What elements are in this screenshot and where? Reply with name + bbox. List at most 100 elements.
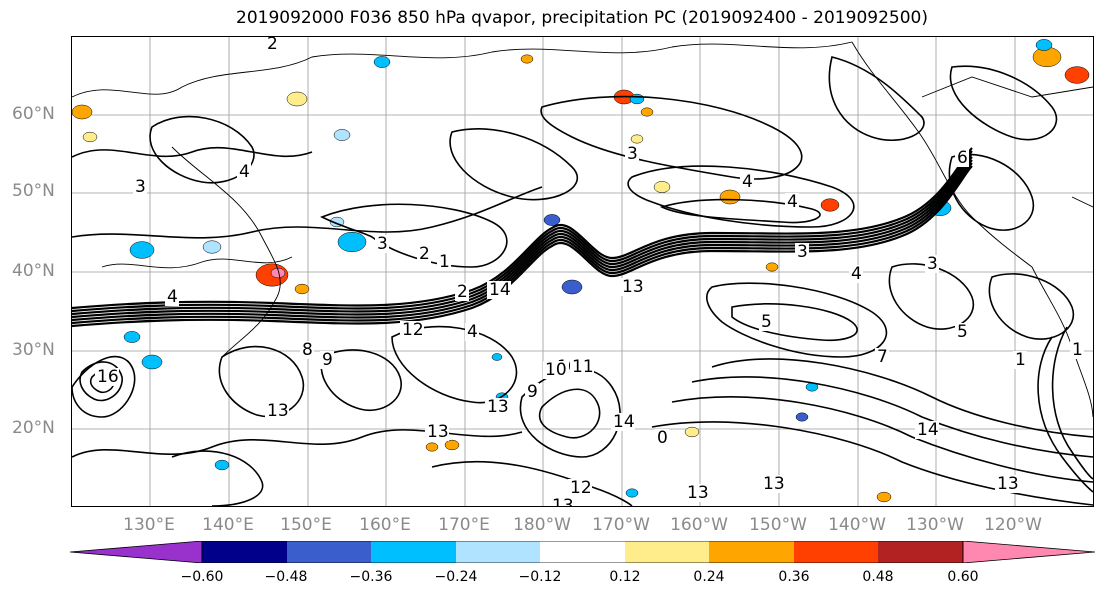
- contour-label-35: 1: [1072, 340, 1083, 360]
- anomaly-patch-1: [520, 54, 534, 64]
- contour-label-29: 16: [97, 367, 119, 387]
- contour-label-bg-24: [761, 475, 785, 493]
- anomaly-patch-3: [629, 93, 645, 105]
- anomaly-patch-34: [630, 134, 644, 144]
- contour-label-bg-5: [785, 193, 799, 211]
- jet-contour-1: [72, 150, 973, 313]
- contour-label-2: 3: [377, 234, 388, 254]
- contour-label-bg-4: [740, 173, 754, 191]
- contour-label-25: 13: [427, 422, 449, 442]
- contour-label-bg-19: [570, 358, 594, 376]
- contour-label-14: 13: [487, 397, 509, 417]
- contour-label-bg-25: [425, 423, 449, 441]
- contour-label-15: 13: [267, 401, 289, 421]
- contour-label-26: 14: [917, 420, 939, 440]
- contour-label-23: 13: [687, 483, 709, 503]
- contour-label-bg-9: [437, 253, 451, 271]
- contour-line-21: [1051, 326, 1093, 480]
- anomaly-patch-18: [1064, 66, 1090, 84]
- contour-label-18: 10: [545, 360, 567, 380]
- contour-label-bg-2: [375, 235, 389, 253]
- contour-label-bg-12: [400, 321, 424, 339]
- contour-label-bg-39: [875, 348, 889, 366]
- jet-contour-2: [72, 153, 973, 316]
- colorbar-segment-7: [709, 541, 794, 563]
- contour-label-36: 5: [761, 312, 772, 332]
- contour-line-26: [431, 460, 633, 506]
- anomaly-patch-27: [625, 488, 639, 498]
- jet-contour-6: [72, 165, 973, 328]
- contour-label-bg-42: [165, 288, 179, 306]
- lon-label-150e: 150°E: [280, 515, 332, 535]
- colorbar-segment-9: [878, 541, 963, 563]
- colorbar-segment-6: [625, 541, 709, 563]
- anomaly-patch-12: [561, 279, 583, 295]
- contour-label-37: 8: [302, 340, 313, 360]
- contour-line-3: [659, 198, 821, 224]
- contour-label-27: 13: [964, 504, 986, 506]
- colorbar-tick-9: 0.60: [947, 569, 979, 585]
- coastline-4: [851, 41, 1033, 268]
- anomaly-patch-0: [373, 56, 391, 68]
- colorbar-tick-7: 0.36: [778, 569, 810, 585]
- lat-label-40n: 40°N: [12, 261, 55, 281]
- coastline-7: [1071, 196, 1093, 208]
- anomaly-patch-11: [543, 214, 561, 226]
- contour-line-4: [540, 95, 803, 180]
- contour-label-42: 4: [167, 287, 178, 307]
- contour-label-bg-6: [237, 163, 251, 181]
- contour-label-22: 12: [570, 478, 592, 498]
- contour-label-0: 2: [267, 37, 278, 54]
- contour-label-9: 1: [439, 252, 450, 272]
- contour-label-bg-14: [485, 398, 509, 416]
- lon-label-180w: 180°W: [513, 515, 571, 535]
- contour-line-6: [72, 146, 313, 158]
- contour-label-bg-17: [525, 383, 539, 401]
- contour-label-bg-27: [962, 505, 986, 506]
- contour-label-4: 4: [742, 172, 753, 192]
- contour-label-38: 9: [322, 350, 333, 370]
- lat-label-30n: 30°N: [12, 340, 55, 360]
- contour-label-bg-7: [795, 243, 809, 261]
- contour-label-bg-29: [95, 368, 119, 386]
- jet-contour-4: [72, 159, 973, 322]
- contour-label-16: 13: [552, 496, 574, 506]
- contour-label-bg-3: [625, 145, 639, 163]
- contour-line-2: [627, 165, 855, 228]
- contour-line-9: [79, 361, 123, 402]
- shaded-anomalies: [72, 39, 1090, 503]
- map-panel: 2 2 3 3 4 4 4 3 2 1 4 10 12 14 13 13 13 9 10 11 14 13 12 13 13 13…: [71, 36, 1094, 507]
- anomaly-patch-33: [141, 354, 163, 370]
- contour-label-bg-21: [620, 278, 644, 296]
- colorbar: [70, 541, 1095, 563]
- anomaly-patch-19: [1035, 39, 1053, 51]
- contour-label-bg-15: [265, 402, 289, 420]
- lon-label-170w: 170°W: [592, 515, 650, 535]
- coastline-2: [171, 146, 281, 298]
- contour-line-29: [948, 153, 1035, 231]
- contour-label-bg-30: [1013, 351, 1027, 369]
- contour-label-bg-23: [685, 484, 709, 502]
- anomaly-patch-4: [640, 107, 654, 117]
- figure-title: 2019092000 F036 850 hPa qvapor, precipit…: [236, 8, 928, 28]
- anomaly-patch-30: [653, 181, 671, 193]
- colorbar-segment-5: [540, 541, 625, 563]
- anomaly-patch-38: [795, 412, 809, 422]
- contour-label-41: 0: [657, 428, 668, 448]
- contour-label-bg-8: [417, 245, 431, 263]
- contour-label-5: 4: [787, 192, 798, 212]
- contour-label-bg-35: [1070, 341, 1084, 359]
- contour-line-17: [691, 376, 1093, 458]
- contour-label-40: 3: [135, 177, 146, 197]
- contour-line-28: [949, 65, 1058, 141]
- contour-label-17: 9: [527, 382, 538, 402]
- contour-label-bg-31: [955, 323, 969, 341]
- colorbar-tick-1: −0.48: [264, 569, 308, 585]
- anomaly-patch-14: [719, 189, 741, 205]
- colorbar-segment-1: [202, 541, 287, 563]
- contour-label-7: 3: [797, 242, 808, 262]
- contour-label-20: 14: [613, 412, 635, 432]
- contour-label-bg-13: [487, 281, 511, 299]
- lon-label-160w: 160°W: [670, 515, 728, 535]
